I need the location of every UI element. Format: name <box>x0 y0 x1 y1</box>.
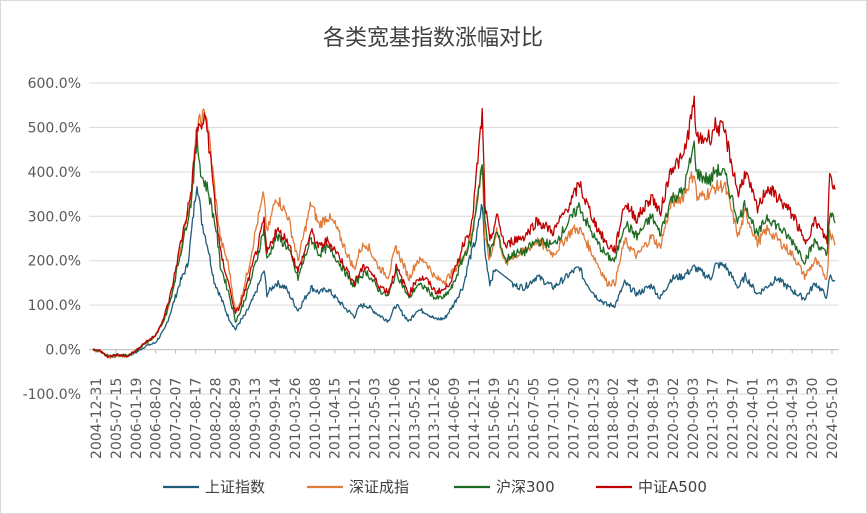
x-tick-label: 2015-06-19 <box>487 378 503 459</box>
x-tick-label: 2021-09-17 <box>726 378 742 459</box>
legend: 上证指数 深证成指 沪深300 中证A500 <box>163 478 707 496</box>
x-tick-label: 2010-03-26 <box>288 378 304 459</box>
x-tick-label: 2018-08-02 <box>606 378 622 459</box>
x-tick-label: 2019-02-14 <box>626 378 642 459</box>
y-tick-label: 200.0% <box>28 254 81 270</box>
x-tick-label: 2013-05-21 <box>407 378 423 459</box>
x-tick-label: 2007-08-17 <box>188 378 204 459</box>
x-tick-label: 2004-12-31 <box>89 378 105 459</box>
series-line-1 <box>93 185 836 359</box>
x-tick-label: 2007-02-07 <box>169 378 185 459</box>
x-tick-label: 2022-04-01 <box>745 378 761 459</box>
x-tick-label: 2012-11-06 <box>387 378 403 459</box>
x-tick-label: 2020-03-02 <box>666 378 682 459</box>
x-tick-label: 2009-09-14 <box>268 378 284 459</box>
x-tick-label: 2021-03-17 <box>706 378 722 459</box>
y-axis: 600.0% 500.0% 400.0% 300.0% 200.0% 100.0% 0.0%… <box>23 76 81 403</box>
x-tick-label: 2012-05-03 <box>367 378 383 459</box>
x-tick-label: 2014-06-09 <box>447 378 463 459</box>
x-tick-label: 2011-04-15 <box>328 378 344 459</box>
x-tick-label: 2023-10-30 <box>805 378 821 459</box>
x-tick-label: 2006-01-19 <box>129 378 145 459</box>
y-tick-label: 500.0% <box>28 120 81 136</box>
x-tick-label: 2017-07-20 <box>566 378 582 459</box>
x-tick-label: 2024-05-10 <box>825 378 841 459</box>
x-tick-label: 2017-01-10 <box>547 378 563 459</box>
x-tick-label: 2023-04-19 <box>785 378 801 459</box>
gridlines <box>89 82 839 395</box>
y-tick-label: 300.0% <box>28 209 81 225</box>
legend-label: 中证A500 <box>638 478 707 496</box>
x-tick-label: 2020-09-03 <box>686 378 702 459</box>
x-tick-label: 2016-07-05 <box>527 378 543 459</box>
x-tick-label: 2005-07-15 <box>109 378 125 459</box>
y-tick-label: 100.0% <box>28 298 81 314</box>
x-tick-label: 2013-11-26 <box>427 378 443 459</box>
y-tick-label: 0.0% <box>45 343 81 359</box>
legend-label: 沪深300 <box>496 478 555 496</box>
x-tick-label: 2014-12-11 <box>467 378 483 459</box>
x-tick-label: 2006-08-02 <box>149 378 165 459</box>
x-tick-label: 2022-10-13 <box>765 378 781 459</box>
legend-label: 上证指数 <box>205 478 265 496</box>
x-tick-label: 2010-10-08 <box>308 378 324 459</box>
x-tick-label: 2008-08-29 <box>228 378 244 459</box>
y-tick-label: 600.0% <box>28 76 81 92</box>
chart-title: 各类宽基指数涨幅对比 <box>323 26 543 51</box>
y-tick-label: -100.0% <box>23 387 81 403</box>
x-tick-label: 2008-02-28 <box>208 378 224 459</box>
y-tick-label: 400.0% <box>28 165 81 181</box>
legend-label: 深证成指 <box>349 478 409 496</box>
x-tick-label: 2015-12-25 <box>507 378 523 459</box>
x-axis: 2004-12-31 2005-07-15 2006-01-19 2006-08-02… <box>89 349 841 459</box>
series-line-4 <box>92 95 836 358</box>
x-tick-label: 2011-10-21 <box>348 378 364 459</box>
x-tick-label: 2009-03-13 <box>248 378 264 459</box>
x-tick-label: 2019-08-19 <box>646 378 662 459</box>
x-tick-label: 2018-01-23 <box>586 378 602 459</box>
series-lines <box>92 95 836 360</box>
series-line-3 <box>92 132 836 358</box>
